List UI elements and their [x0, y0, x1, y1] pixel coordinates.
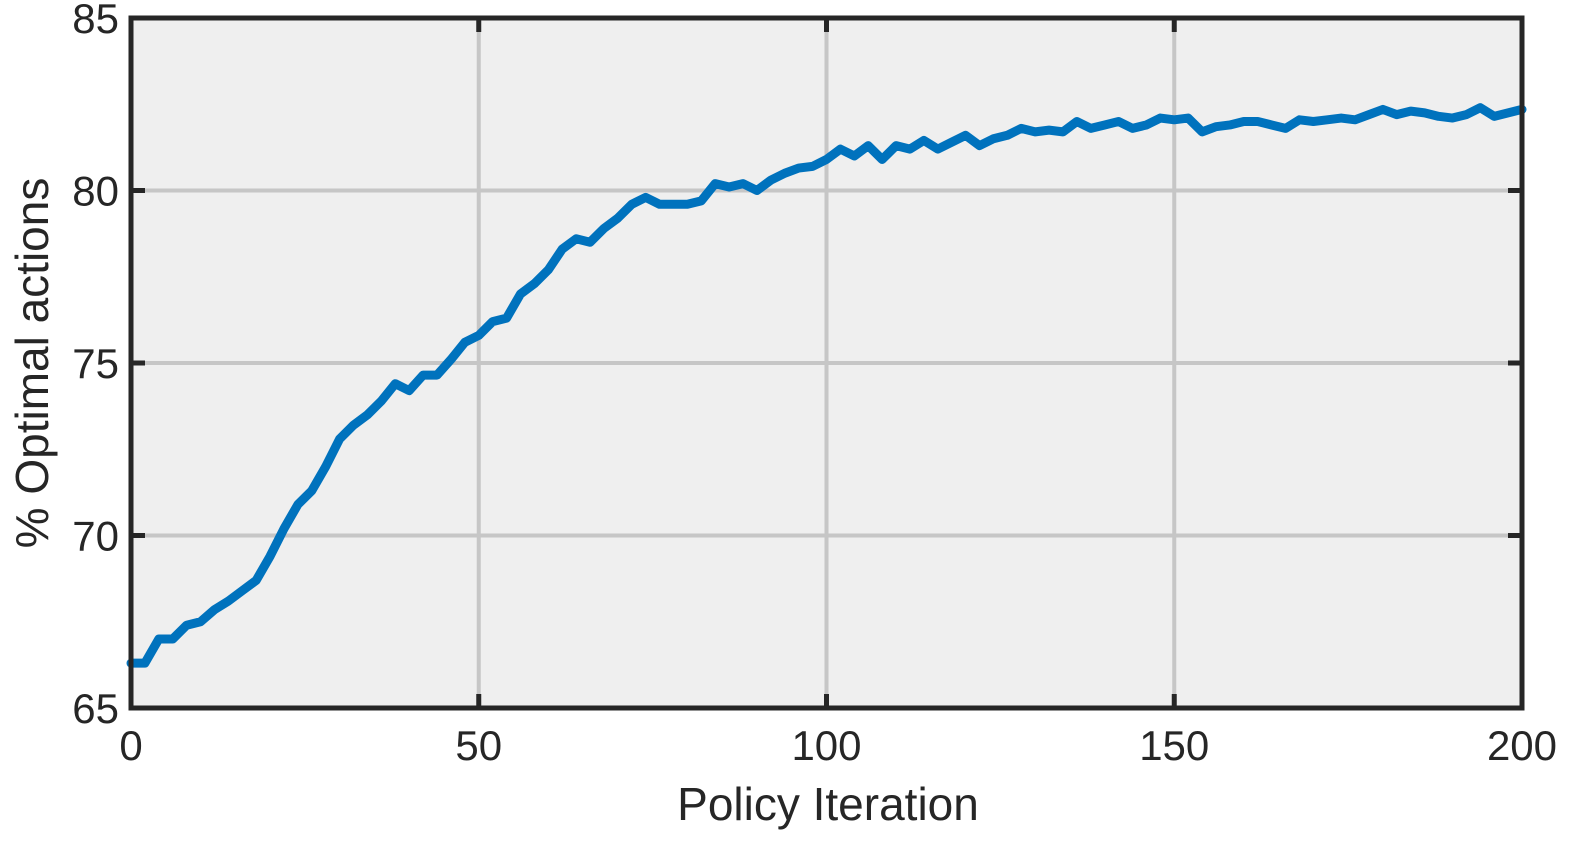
x-tick-label: 0 [119, 722, 142, 769]
data-line [126, 103, 1527, 668]
x-tick-label: 50 [455, 722, 502, 769]
y-tick-label: 70 [72, 513, 119, 560]
y-tick-label: 80 [72, 168, 119, 215]
y-tick-label: 85 [72, 0, 119, 42]
x-tick-label: 200 [1487, 722, 1557, 769]
y-tick-label: 75 [72, 340, 119, 387]
y-axis-label: % Optimal actions [6, 178, 58, 549]
x-axis-label: Policy Iteration [677, 778, 979, 830]
x-tick-label: 100 [791, 722, 861, 769]
x-tick-label: 150 [1139, 722, 1209, 769]
y-tick-label: 65 [72, 685, 119, 732]
